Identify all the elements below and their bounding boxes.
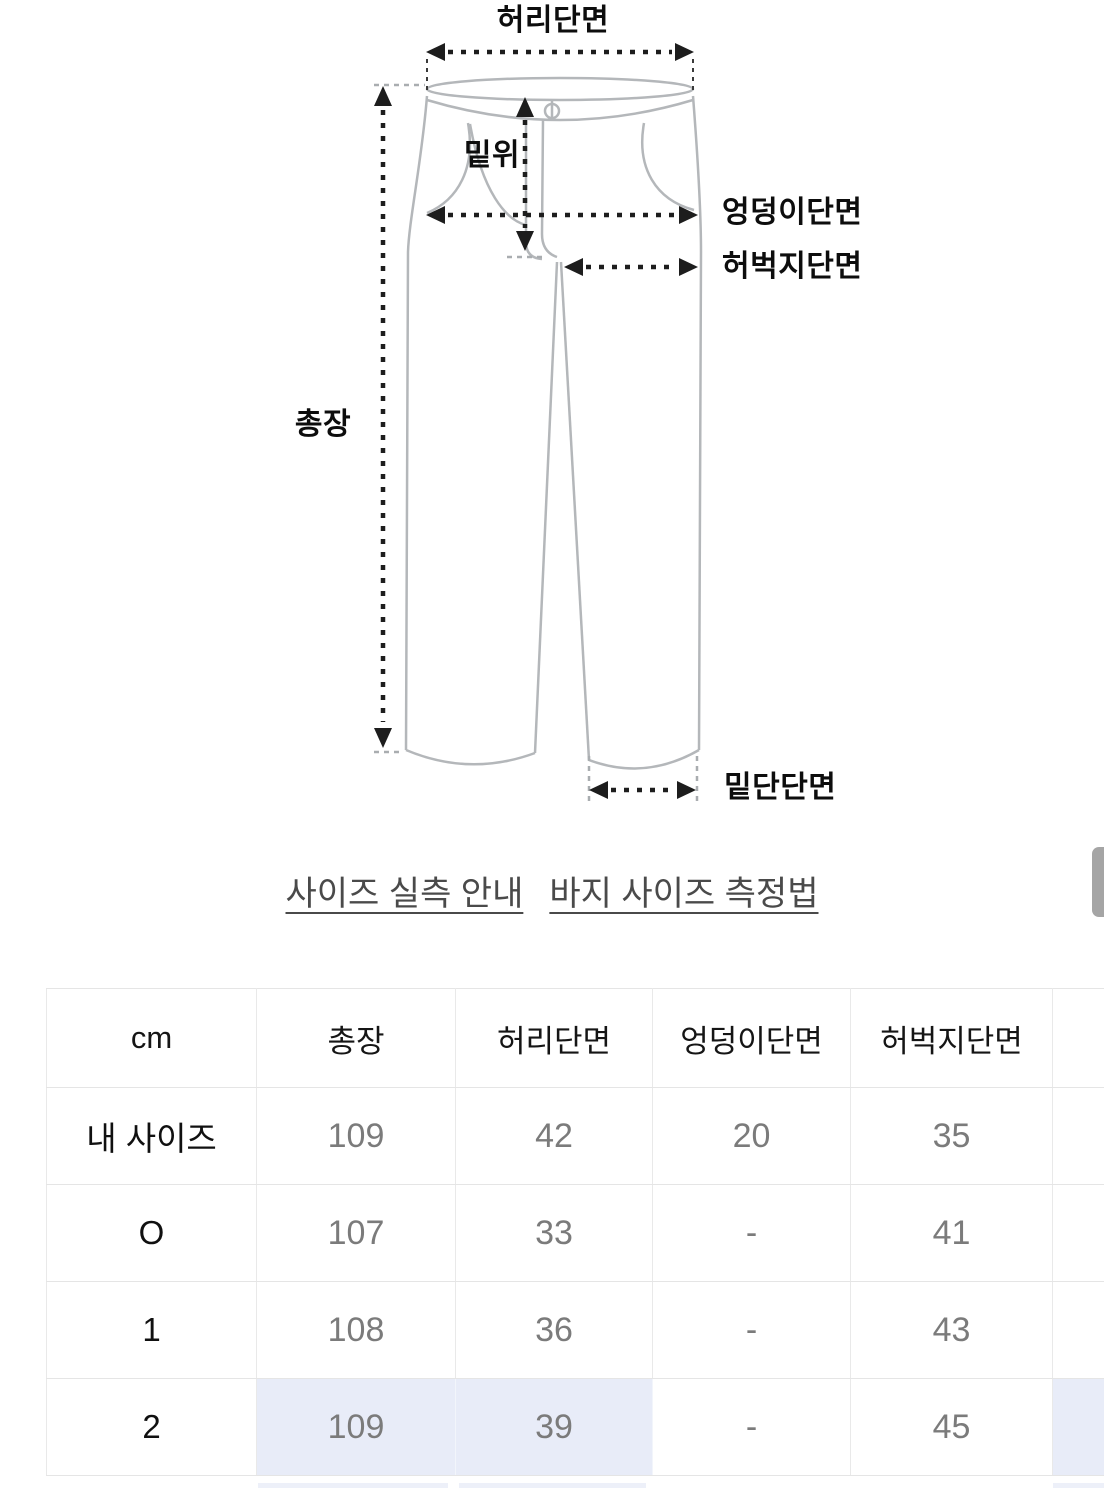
cell-waist: 33 bbox=[455, 1184, 653, 1282]
cell-total: 109 bbox=[256, 1087, 456, 1185]
cell-hip: - bbox=[652, 1281, 851, 1379]
button-icon bbox=[543, 102, 561, 120]
page-scrollbar-thumb[interactable] bbox=[1092, 847, 1104, 917]
cell-waist: 42 bbox=[455, 1087, 653, 1185]
guide-dashes bbox=[374, 83, 699, 803]
cell-total-highlighted: 109 bbox=[256, 1378, 456, 1476]
hip-width-label: 엉덩이단면 bbox=[722, 196, 863, 229]
cell-waist-highlighted: 39 bbox=[455, 1378, 653, 1476]
waist-end-guides bbox=[426, 59, 694, 91]
pants-measurement-diagram: 허리단면 밑위 총장 엉덩이단면 허벅지단면 밑단단면 bbox=[280, 0, 880, 822]
clipped-row-highlight-sliver bbox=[258, 1483, 448, 1488]
cell-hip: - bbox=[652, 1378, 851, 1476]
clipped-row-highlight-sliver bbox=[459, 1483, 646, 1488]
cell-hip: 20 bbox=[652, 1087, 851, 1185]
size-table: cm 총장 허리단면 엉덩이단면 허벅지단면 내 사이즈 109 42 20 3… bbox=[46, 988, 1104, 1476]
row-label: 2 bbox=[46, 1378, 257, 1476]
cell-hip: - bbox=[652, 1184, 851, 1282]
pants-diagram-graphic bbox=[374, 43, 703, 803]
pants-measure-method-link[interactable]: 바지 사이즈 측정법 bbox=[549, 875, 819, 913]
rise-label: 밑위 bbox=[463, 139, 521, 172]
waist-width-label: 허리단면 bbox=[496, 4, 610, 37]
table-row-size-O[interactable]: O 107 33 - 41 bbox=[46, 1184, 1104, 1282]
unit-header-cell: cm bbox=[46, 988, 257, 1088]
cell-thigh: 35 bbox=[850, 1087, 1053, 1185]
col-header-thigh: 허벅지단면 bbox=[850, 988, 1053, 1088]
cell-clipped bbox=[1052, 1281, 1104, 1379]
table-row-size-2-selected[interactable]: 2 109 39 - 45 bbox=[46, 1378, 1104, 1476]
size-table-header-row: cm 총장 허리단면 엉덩이단면 허벅지단면 bbox=[46, 988, 1104, 1088]
cell-total: 107 bbox=[256, 1184, 456, 1282]
cell-total: 108 bbox=[256, 1281, 456, 1379]
cell-clipped bbox=[1052, 1184, 1104, 1282]
row-label: O bbox=[46, 1184, 257, 1282]
thigh-width-label: 허벅지단면 bbox=[722, 250, 863, 283]
size-links-row: 사이즈 실측 안내 바지 사이즈 측정법 bbox=[0, 866, 1104, 915]
table-row-size-1[interactable]: 1 108 36 - 43 bbox=[46, 1281, 1104, 1379]
cell-clipped bbox=[1052, 1087, 1104, 1185]
clipped-row-highlight-sliver bbox=[1053, 1483, 1104, 1488]
col-header-clipped bbox=[1052, 988, 1104, 1088]
col-header-waist: 허리단면 bbox=[455, 988, 653, 1088]
row-label: 1 bbox=[46, 1281, 257, 1379]
cell-thigh: 41 bbox=[850, 1184, 1053, 1282]
pants-outline bbox=[404, 76, 703, 770]
col-header-hip: 엉덩이단면 bbox=[652, 988, 851, 1088]
cell-clipped-highlighted bbox=[1052, 1378, 1104, 1476]
col-header-total: 총장 bbox=[256, 988, 456, 1088]
cell-thigh: 45 bbox=[850, 1378, 1053, 1476]
row-label: 내 사이즈 bbox=[46, 1087, 257, 1185]
table-row-my-size[interactable]: 내 사이즈 109 42 20 35 bbox=[46, 1087, 1104, 1185]
total-length-label: 총장 bbox=[294, 408, 352, 441]
arrowheads bbox=[374, 43, 698, 799]
cell-thigh: 43 bbox=[850, 1281, 1053, 1379]
measure-arrows bbox=[380, 49, 676, 793]
size-guide-link[interactable]: 사이즈 실측 안내 bbox=[285, 875, 524, 913]
hem-width-label: 밑단단면 bbox=[724, 771, 837, 804]
cell-waist: 36 bbox=[455, 1281, 653, 1379]
